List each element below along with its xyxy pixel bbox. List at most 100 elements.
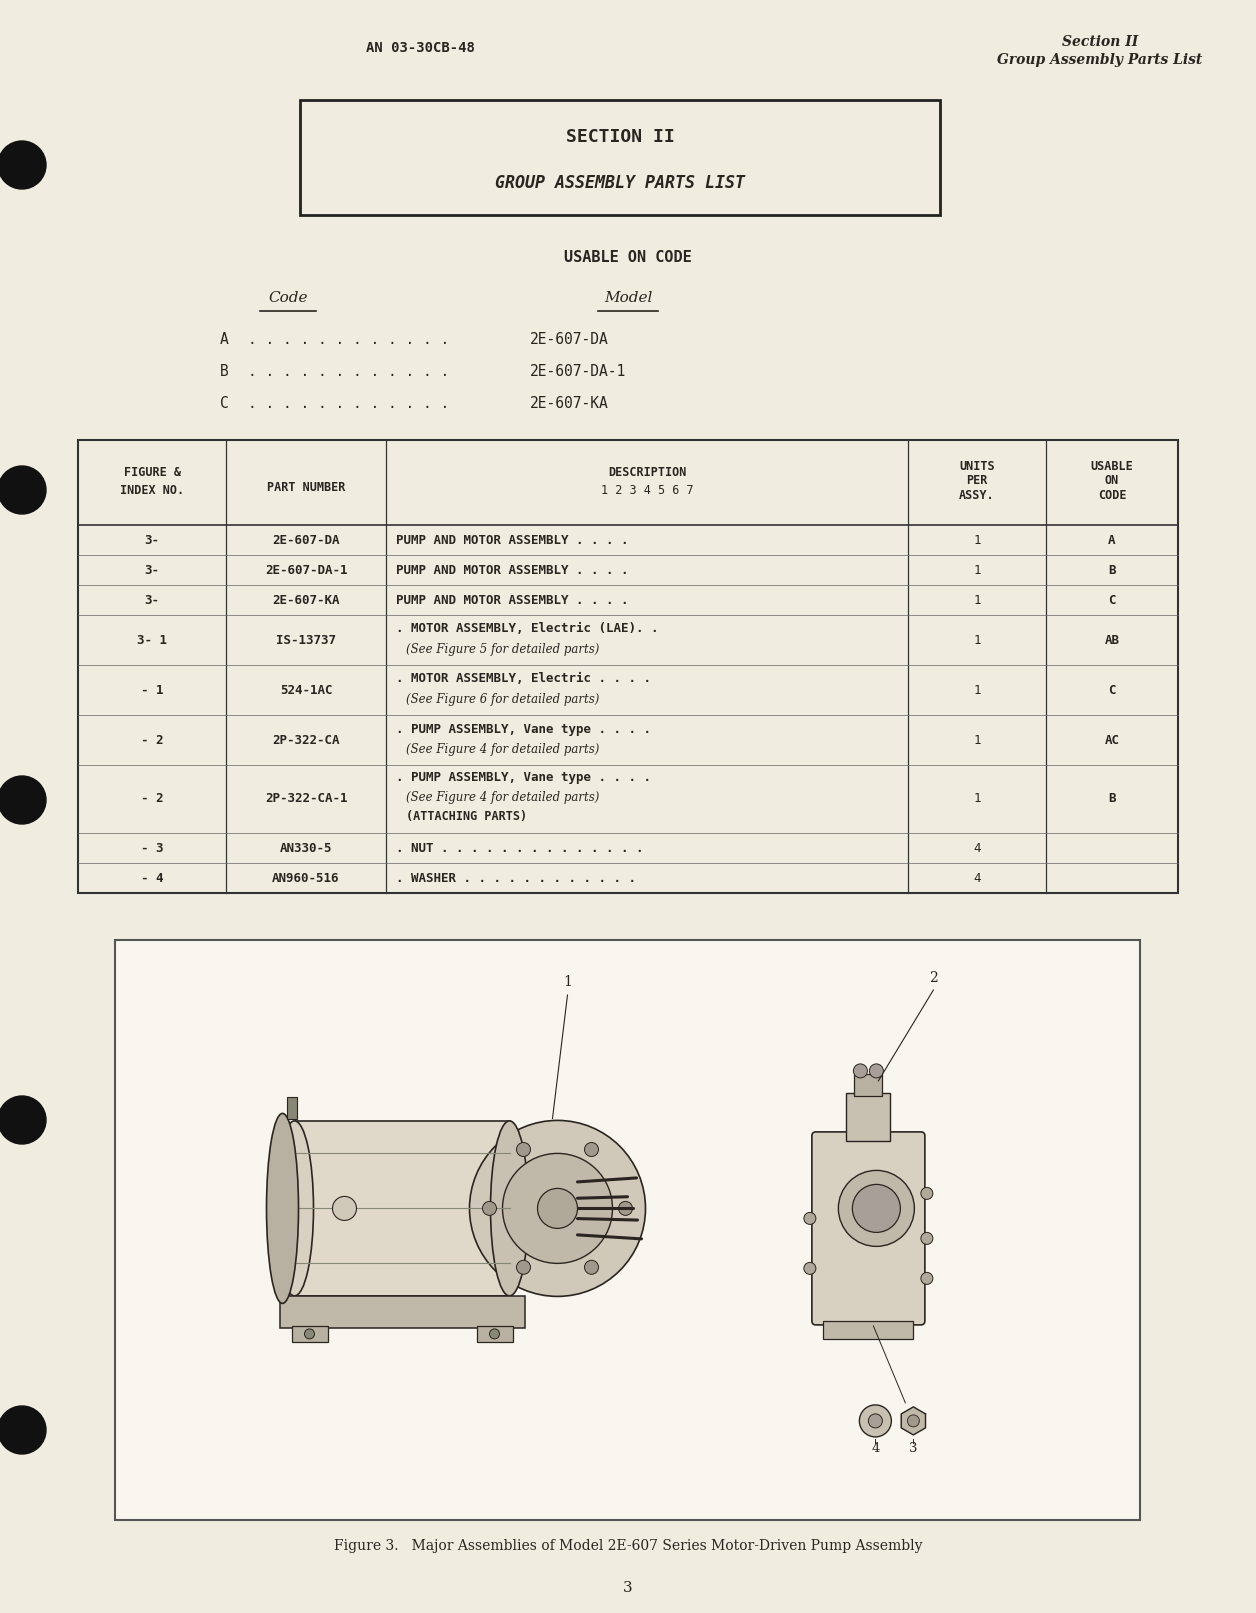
Text: 1: 1 bbox=[973, 634, 981, 647]
Text: AB: AB bbox=[1104, 634, 1119, 647]
Text: . PUMP ASSEMBLY, Vane type . . . .: . PUMP ASSEMBLY, Vane type . . . . bbox=[396, 771, 651, 784]
Circle shape bbox=[921, 1273, 933, 1284]
Text: . . . . . . . . . . . .: . . . . . . . . . . . . bbox=[247, 397, 450, 411]
Text: 3-: 3- bbox=[144, 563, 160, 576]
Text: - 2: - 2 bbox=[141, 734, 163, 747]
Circle shape bbox=[868, 1415, 883, 1428]
Text: INDEX NO.: INDEX NO. bbox=[119, 484, 185, 497]
Text: 1: 1 bbox=[973, 563, 981, 576]
Text: PART NUMBER: PART NUMBER bbox=[266, 481, 345, 494]
Text: Figure 3.   Major Assemblies of Model 2E-607 Series Motor-Driven Pump Assembly: Figure 3. Major Assemblies of Model 2E-6… bbox=[334, 1539, 922, 1553]
Circle shape bbox=[470, 1121, 646, 1297]
Text: 2P-322-CA: 2P-322-CA bbox=[273, 734, 340, 747]
Bar bbox=[116, 940, 1140, 1519]
Text: 1: 1 bbox=[563, 974, 571, 989]
Ellipse shape bbox=[275, 1121, 314, 1295]
Bar bbox=[286, 1097, 296, 1119]
Text: 3- 1: 3- 1 bbox=[137, 634, 167, 647]
Text: 1: 1 bbox=[973, 684, 981, 697]
Bar bbox=[847, 1094, 891, 1140]
Text: 2E-607-DA: 2E-607-DA bbox=[530, 332, 609, 347]
Text: . MOTOR ASSEMBLY, Electric . . . .: . MOTOR ASSEMBLY, Electric . . . . bbox=[396, 673, 651, 686]
Text: A: A bbox=[1108, 534, 1115, 547]
Text: PER: PER bbox=[966, 474, 987, 487]
Circle shape bbox=[907, 1415, 919, 1428]
Text: ASSY.: ASSY. bbox=[960, 489, 995, 502]
Text: - 4: - 4 bbox=[141, 871, 163, 884]
Text: 2E-607-DA-1: 2E-607-DA-1 bbox=[530, 365, 627, 379]
Text: 3-: 3- bbox=[144, 594, 160, 606]
Circle shape bbox=[838, 1171, 914, 1247]
Circle shape bbox=[618, 1202, 633, 1216]
Circle shape bbox=[0, 1095, 46, 1144]
Text: 4: 4 bbox=[973, 842, 981, 855]
Text: FIGURE &: FIGURE & bbox=[123, 466, 181, 479]
Bar bbox=[476, 1326, 512, 1342]
Circle shape bbox=[0, 140, 46, 189]
Text: PUMP AND MOTOR ASSEMBLY . . . .: PUMP AND MOTOR ASSEMBLY . . . . bbox=[396, 563, 628, 576]
Text: (See Figure 6 for detailed parts): (See Figure 6 for detailed parts) bbox=[406, 694, 599, 706]
Text: - 1: - 1 bbox=[141, 684, 163, 697]
Text: PUMP AND MOTOR ASSEMBLY . . . .: PUMP AND MOTOR ASSEMBLY . . . . bbox=[396, 534, 628, 547]
Text: AN 03-30CB-48: AN 03-30CB-48 bbox=[365, 40, 475, 55]
Text: CODE: CODE bbox=[1098, 489, 1127, 502]
Ellipse shape bbox=[266, 1113, 299, 1303]
Circle shape bbox=[502, 1153, 613, 1263]
Circle shape bbox=[304, 1329, 314, 1339]
Circle shape bbox=[921, 1187, 933, 1200]
Ellipse shape bbox=[491, 1121, 529, 1295]
Bar bbox=[854, 1074, 883, 1095]
Text: Section II: Section II bbox=[1061, 35, 1138, 48]
Text: 1: 1 bbox=[973, 594, 981, 606]
Text: B: B bbox=[1108, 792, 1115, 805]
Text: 3-: 3- bbox=[144, 534, 160, 547]
Text: GROUP ASSEMBLY PARTS LIST: GROUP ASSEMBLY PARTS LIST bbox=[495, 174, 745, 192]
Text: AN330-5: AN330-5 bbox=[280, 842, 333, 855]
Circle shape bbox=[0, 776, 46, 824]
Text: . NUT . . . . . . . . . . . . . .: . NUT . . . . . . . . . . . . . . bbox=[396, 842, 643, 855]
Bar bbox=[78, 440, 1178, 894]
Text: 524-1AC: 524-1AC bbox=[280, 684, 333, 697]
Text: . . . . . . . . . . . .: . . . . . . . . . . . . bbox=[247, 365, 450, 379]
Text: Model: Model bbox=[604, 290, 652, 305]
Text: (See Figure 5 for detailed parts): (See Figure 5 for detailed parts) bbox=[406, 644, 599, 656]
Text: . WASHER . . . . . . . . . . . .: . WASHER . . . . . . . . . . . . bbox=[396, 871, 636, 884]
Text: AN960-516: AN960-516 bbox=[273, 871, 340, 884]
Text: B: B bbox=[220, 365, 229, 379]
Text: 4: 4 bbox=[872, 1442, 879, 1455]
Text: 2: 2 bbox=[929, 971, 938, 986]
Text: 2E-607-KA: 2E-607-KA bbox=[530, 397, 609, 411]
Text: 2E-607-KA: 2E-607-KA bbox=[273, 594, 340, 606]
Circle shape bbox=[804, 1263, 816, 1274]
Text: - 2: - 2 bbox=[141, 792, 163, 805]
Text: UNITS: UNITS bbox=[960, 460, 995, 473]
Text: C: C bbox=[1108, 594, 1115, 606]
Circle shape bbox=[859, 1405, 892, 1437]
Bar bbox=[280, 1295, 525, 1327]
Text: C: C bbox=[220, 397, 229, 411]
Text: (See Figure 4 for detailed parts): (See Figure 4 for detailed parts) bbox=[406, 790, 599, 805]
Circle shape bbox=[333, 1197, 357, 1221]
Text: (See Figure 4 for detailed parts): (See Figure 4 for detailed parts) bbox=[406, 744, 599, 756]
Text: . . . . . . . . . . . .: . . . . . . . . . . . . bbox=[247, 332, 450, 347]
Circle shape bbox=[516, 1260, 530, 1274]
FancyBboxPatch shape bbox=[811, 1132, 924, 1324]
Bar bbox=[294, 1121, 510, 1295]
Text: Group Assembly Parts List: Group Assembly Parts List bbox=[997, 53, 1203, 68]
Circle shape bbox=[584, 1142, 599, 1157]
Text: (ATTACHING PARTS): (ATTACHING PARTS) bbox=[406, 810, 528, 823]
Text: 4: 4 bbox=[973, 871, 981, 884]
Text: USABLE: USABLE bbox=[1090, 460, 1133, 473]
Text: 1 2 3 4 5 6 7: 1 2 3 4 5 6 7 bbox=[600, 484, 693, 497]
Text: 2P-322-CA-1: 2P-322-CA-1 bbox=[265, 792, 347, 805]
Text: PUMP AND MOTOR ASSEMBLY . . . .: PUMP AND MOTOR ASSEMBLY . . . . bbox=[396, 594, 628, 606]
Text: 1: 1 bbox=[973, 792, 981, 805]
Text: SECTION II: SECTION II bbox=[565, 127, 674, 145]
Circle shape bbox=[584, 1260, 599, 1274]
Circle shape bbox=[516, 1142, 530, 1157]
Circle shape bbox=[482, 1202, 496, 1216]
Text: . PUMP ASSEMBLY, Vane type . . . .: . PUMP ASSEMBLY, Vane type . . . . bbox=[396, 723, 651, 736]
Text: 2E-607-DA: 2E-607-DA bbox=[273, 534, 340, 547]
Circle shape bbox=[853, 1184, 901, 1232]
Text: DESCRIPTION: DESCRIPTION bbox=[608, 466, 686, 479]
